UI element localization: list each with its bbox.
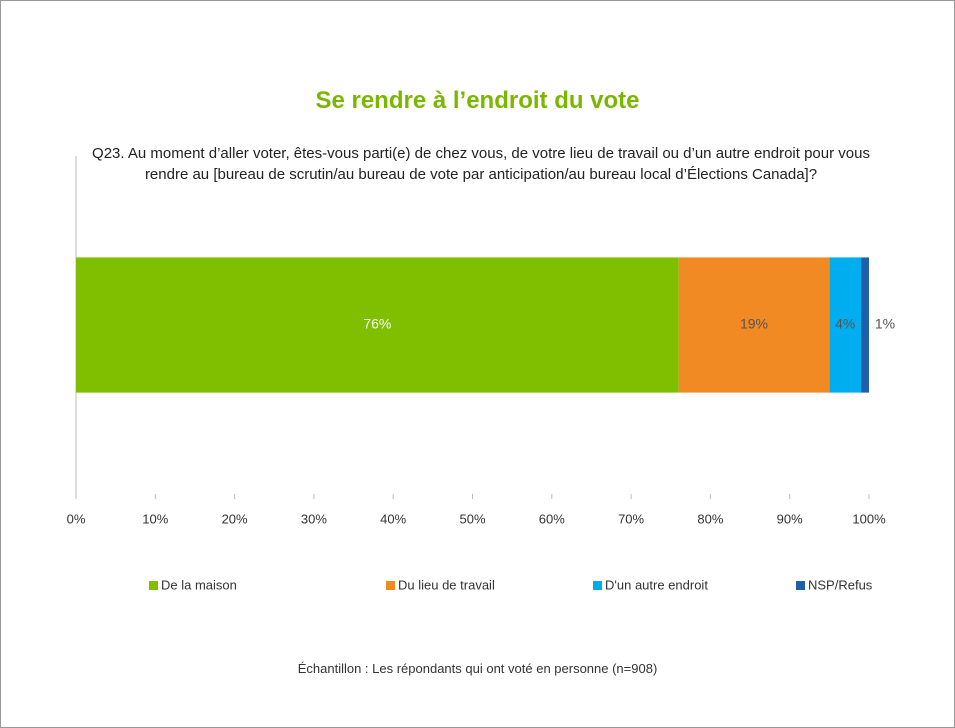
x-tick-label: 70%: [618, 511, 644, 526]
bar-segment: [861, 257, 869, 393]
x-tick-label: 0%: [67, 511, 86, 526]
x-tick-label: 20%: [222, 511, 248, 526]
x-tick-label: 40%: [380, 511, 406, 526]
legend-swatch: [386, 581, 395, 590]
bar-segment: [829, 257, 862, 393]
value-label: 1%: [875, 316, 895, 332]
x-tick-label: 100%: [852, 511, 886, 526]
value-label: 76%: [363, 316, 391, 332]
x-tick-label: 50%: [459, 511, 485, 526]
x-tick-label: 10%: [142, 511, 168, 526]
value-label: 4%: [835, 316, 855, 332]
x-tick-label: 30%: [301, 511, 327, 526]
legend-swatch: [593, 581, 602, 590]
bar-segment: [76, 257, 679, 393]
x-tick-label: 90%: [777, 511, 803, 526]
legend-label: De la maison: [161, 577, 237, 592]
legend-swatch: [796, 581, 805, 590]
legend-swatch: [149, 581, 158, 590]
legend-label: NSP/Refus: [808, 577, 873, 592]
legend-label: Du lieu de travail: [398, 577, 495, 592]
legend-label: D'un autre endroit: [605, 577, 708, 592]
x-tick-label: 60%: [539, 511, 565, 526]
chart-subtitle: Q23. Au moment d’aller voter, êtes-vous …: [92, 145, 870, 183]
x-tick-label: 80%: [697, 511, 723, 526]
chart-title: Se rendre à l’endroit du vote: [315, 87, 640, 114]
bar-segment: [678, 257, 830, 393]
footnote: Échantillon : Les répondants qui ont vot…: [297, 661, 658, 676]
value-label: 19%: [740, 316, 768, 332]
